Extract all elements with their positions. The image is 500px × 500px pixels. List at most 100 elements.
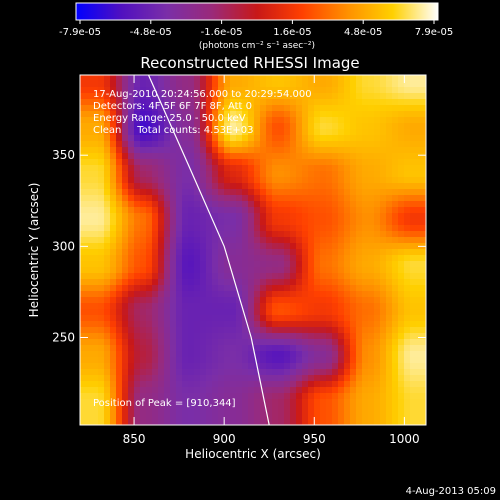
heatmap-cell — [182, 339, 189, 346]
heatmap-cell — [158, 345, 165, 352]
heatmap-cell — [236, 201, 243, 208]
heatmap-cell — [284, 81, 291, 88]
heatmap-cell — [164, 87, 171, 94]
heatmap-cell — [356, 399, 363, 406]
heatmap-cell — [98, 417, 105, 424]
heatmap-cell — [392, 357, 399, 364]
heatmap-cell — [98, 177, 105, 184]
heatmap-cell — [182, 135, 189, 142]
heatmap-cell — [404, 189, 411, 196]
heatmap-cell — [326, 285, 333, 292]
heatmap-cell — [92, 93, 99, 100]
heatmap-cell — [386, 147, 393, 154]
heatmap-cell — [194, 327, 201, 334]
heatmap-cell — [134, 273, 141, 280]
heatmap-cell — [236, 297, 243, 304]
heatmap-cell — [392, 75, 399, 82]
heatmap-cell — [338, 309, 345, 316]
heatmap-cell — [176, 93, 183, 100]
heatmap-cell — [362, 225, 369, 232]
heatmap-cell — [314, 351, 321, 358]
heatmap-cell — [368, 369, 375, 376]
heatmap-cell — [320, 351, 327, 358]
heatmap-cell — [218, 201, 225, 208]
heatmap-cell — [188, 405, 195, 412]
heatmap-cell — [392, 273, 399, 280]
heatmap-cell — [122, 165, 129, 172]
heatmap-cell — [194, 315, 201, 322]
heatmap-cell — [122, 135, 129, 142]
heatmap-cell — [374, 153, 381, 160]
heatmap-cell — [86, 285, 93, 292]
heatmap-cell — [368, 375, 375, 382]
heatmap-cell — [362, 387, 369, 394]
heatmap-cell — [380, 225, 387, 232]
heatmap-cell — [134, 147, 141, 154]
heatmap-cell — [188, 309, 195, 316]
heatmap-cell — [398, 117, 405, 124]
heatmap-cell — [278, 75, 285, 82]
heatmap-cell — [140, 345, 147, 352]
heatmap-cell — [80, 123, 87, 130]
heatmap-cell — [128, 315, 135, 322]
heatmap-cell — [242, 243, 249, 250]
heatmap-cell — [206, 405, 213, 412]
heatmap-cell — [290, 123, 297, 130]
heatmap-cell — [158, 291, 165, 298]
heatmap-cell — [266, 291, 273, 298]
heatmap-cell — [140, 357, 147, 364]
heatmap-cell — [170, 291, 177, 298]
heatmap-cell — [260, 237, 267, 244]
heatmap-cell — [218, 123, 225, 130]
heatmap-cell — [410, 279, 417, 286]
heatmap-cell — [80, 141, 87, 148]
heatmap-cell — [356, 339, 363, 346]
heatmap-cell — [314, 159, 321, 166]
heatmap-cell — [422, 363, 426, 370]
heatmap-cell — [296, 369, 303, 376]
heatmap-cell — [128, 369, 135, 376]
heatmap-cell — [266, 225, 273, 232]
heatmap-cell — [236, 153, 243, 160]
heatmap-cell — [224, 381, 231, 388]
heatmap-cell — [140, 171, 147, 178]
heatmap-cell — [404, 213, 411, 220]
heatmap-cell — [368, 417, 375, 424]
heatmap-cell — [254, 375, 261, 382]
heatmap-cell — [218, 225, 225, 232]
heatmap-cell — [158, 219, 165, 226]
heatmap-cell — [308, 309, 315, 316]
heatmap-cell — [98, 261, 105, 268]
heatmap-cell — [272, 93, 279, 100]
heatmap-cell — [332, 153, 339, 160]
annotation-time: 17-Aug-2010 20:24:56.000 to 20:29:54.000 — [93, 89, 312, 100]
heatmap-cell — [128, 261, 135, 268]
heatmap-cell — [380, 201, 387, 208]
heatmap-cell — [104, 189, 111, 196]
heatmap-cell — [158, 75, 165, 82]
heatmap-cell — [116, 261, 123, 268]
heatmap-cell — [170, 273, 177, 280]
heatmap-cell — [272, 291, 279, 298]
heatmap-cell — [170, 393, 177, 400]
heatmap-cell — [146, 249, 153, 256]
heatmap-cell — [338, 219, 345, 226]
heatmap-cell — [368, 237, 375, 244]
heatmap-cell — [134, 333, 141, 340]
heatmap-cell — [146, 267, 153, 274]
heatmap-cell — [194, 111, 201, 118]
heatmap-cell — [272, 195, 279, 202]
heatmap-cell — [212, 291, 219, 298]
heatmap-cell — [314, 123, 321, 130]
heatmap-cell — [374, 129, 381, 136]
heatmap-cell — [308, 123, 315, 130]
heatmap-cell — [374, 279, 381, 286]
heatmap-cell — [188, 171, 195, 178]
heatmap-cell — [236, 405, 243, 412]
heatmap-cell — [80, 153, 87, 160]
heatmap-cell — [236, 303, 243, 310]
heatmap-cell — [296, 177, 303, 184]
heatmap-cell — [200, 405, 207, 412]
heatmap-cell — [146, 369, 153, 376]
heatmap-cell — [296, 309, 303, 316]
